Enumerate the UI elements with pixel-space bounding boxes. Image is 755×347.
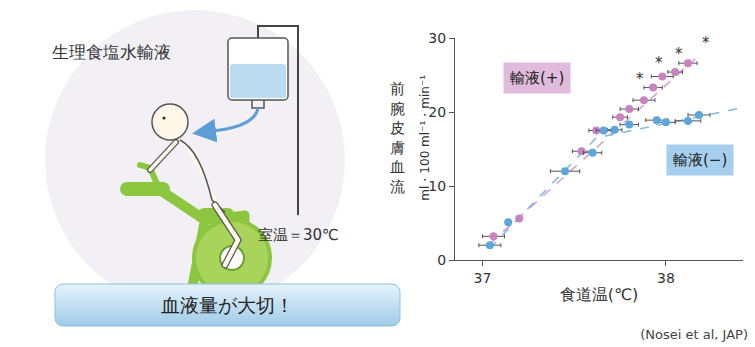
svg-text:20: 20 bbox=[428, 104, 446, 120]
svg-text:0: 0 bbox=[437, 252, 446, 268]
svg-text:*: * bbox=[636, 70, 644, 88]
svg-text:*: * bbox=[655, 54, 663, 72]
svg-text:血液量が大切！: 血液量が大切！ bbox=[161, 294, 294, 316]
svg-text:前腕皮膚血流: 前腕皮膚血流 bbox=[390, 80, 405, 196]
svg-text:38: 38 bbox=[657, 270, 675, 286]
svg-text:輸液(+): 輸液(+) bbox=[510, 69, 564, 87]
svg-text:*: * bbox=[675, 45, 683, 63]
svg-text:37: 37 bbox=[474, 270, 492, 286]
svg-text:(Nosei et al, JAP): (Nosei et al, JAP) bbox=[640, 327, 748, 342]
svg-text:生理食塩水輸液: 生理食塩水輸液 bbox=[52, 42, 171, 62]
svg-text:10: 10 bbox=[428, 178, 446, 194]
svg-text:30: 30 bbox=[428, 30, 446, 46]
svg-text:*: * bbox=[702, 34, 710, 52]
svg-text:ml・100 ml⁻¹・min⁻¹: ml・100 ml⁻¹・min⁻¹ bbox=[418, 75, 432, 201]
svg-text:室温＝30℃: 室温＝30℃ bbox=[258, 226, 339, 244]
svg-text:食道温(℃): 食道温(℃) bbox=[560, 285, 638, 304]
svg-text:輸液(−): 輸液(−) bbox=[673, 151, 727, 169]
